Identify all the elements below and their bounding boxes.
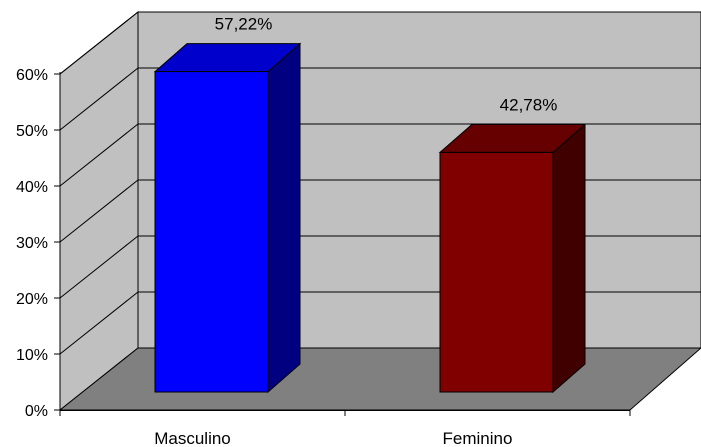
gridline-5: [59, 67, 701, 131]
y-tick-label-4: 40%: [16, 179, 48, 196]
category-label-0: Masculino: [154, 429, 231, 447]
bar-front-1: [439, 151, 554, 393]
y-tick-label-5: 50%: [16, 123, 48, 140]
gridline-6: [59, 11, 701, 75]
category-label-1: Feminino: [443, 429, 513, 447]
data-label-1: 42,78%: [500, 95, 558, 114]
bar-side-0: [267, 42, 301, 394]
axes: [54, 72, 631, 416]
y-tick-label-2: 20%: [16, 291, 48, 308]
data-label-0: 57,22%: [215, 15, 273, 34]
y-tick-label-6: 60%: [16, 67, 48, 84]
bar-front-0: [154, 71, 269, 393]
labels: 0% 10% 20% 30% 40% 50% 60% 57,22% Masculino 42,78…: [16, 15, 557, 447]
y-tick-label-3: 30%: [16, 235, 48, 252]
bar-feminino: [438, 123, 587, 394]
bars: [153, 42, 587, 394]
bar-masculino: [153, 42, 302, 394]
bar-side-1: [552, 123, 586, 394]
y-tick-label-0: 0%: [25, 403, 48, 420]
y-tick-label-1: 10%: [16, 347, 48, 364]
